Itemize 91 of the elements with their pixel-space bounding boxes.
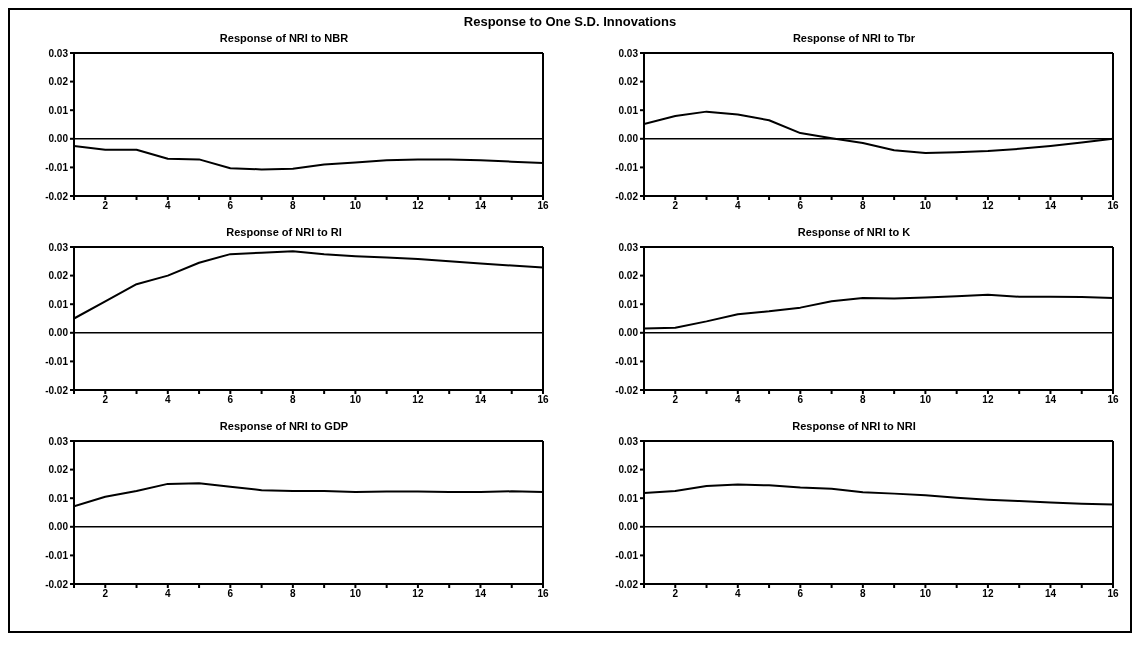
x-tick-label: 6 [797,588,804,600]
y-tick-label: -0.02 [615,578,639,590]
x-tick-label: 12 [982,588,994,600]
y-tick-label: 0.00 [618,521,639,533]
x-tick-label: 12 [982,200,994,212]
chart-title: Response of NRI to NBR [218,32,350,46]
y-tick-label: -0.01 [615,355,639,367]
y-tick-label: -0.02 [45,384,69,396]
x-tick-label: 12 [412,394,424,406]
x-tick-label: 8 [290,588,297,600]
chart-title: Response of NRI to GDP [218,420,350,434]
y-tick-label: 0.00 [48,327,69,339]
x-tick-label: 2 [102,394,109,406]
y-tick-label: 0.02 [48,270,69,282]
x-tick-label: 10 [919,394,932,406]
x-tick-label: 14 [1044,394,1057,406]
y-tick-label: 0.01 [48,492,69,504]
x-tick-label: 6 [797,394,804,406]
x-tick-label: 6 [797,200,804,212]
y-tick-label: 0.02 [48,464,69,476]
y-tick-label: 0.03 [618,435,639,447]
x-tick-label: 4 [165,588,172,600]
x-tick-label: 16 [537,200,549,212]
x-tick-label: 2 [672,394,679,406]
x-tick-label: 2 [102,588,109,600]
y-tick-label: 0.02 [48,76,69,88]
x-tick-label: 14 [1044,588,1057,600]
y-tick-label: -0.02 [45,190,69,202]
y-tick-label: 0.00 [618,133,639,145]
x-tick-label: 2 [102,200,109,212]
y-tick-label: 0.03 [618,241,639,253]
x-tick-label: 8 [860,588,867,600]
x-tick-label: 4 [735,588,742,600]
x-tick-label: 16 [537,588,549,600]
y-tick-label: 0.03 [48,435,69,447]
x-tick-label: 12 [982,394,994,406]
x-tick-label: 8 [860,394,867,406]
y-tick-label: -0.01 [45,161,69,173]
x-tick-label: 16 [1107,394,1119,406]
y-tick-label: -0.01 [615,161,639,173]
x-tick-label: 10 [919,588,932,600]
x-tick-label: 10 [349,394,362,406]
x-tick-label: 14 [1044,200,1057,212]
x-tick-label: 12 [412,588,424,600]
x-tick-label: 4 [735,200,742,212]
y-tick-label: -0.01 [615,549,639,561]
y-tick-label: 0.03 [48,241,69,253]
y-tick-label: 0.01 [48,298,69,310]
chart-title: Response of NRI to K [796,226,912,240]
x-tick-label: 16 [537,394,549,406]
x-tick-label: 8 [290,394,297,406]
x-tick-label: 16 [1107,200,1119,212]
y-tick-label: 0.00 [48,521,69,533]
x-tick-label: 8 [290,200,297,212]
x-tick-label: 14 [474,588,487,600]
x-tick-label: 8 [860,200,867,212]
x-tick-label: 16 [1107,588,1119,600]
y-tick-label: 0.02 [618,464,639,476]
chart-title: Response of NRI to RI [225,226,343,240]
x-tick-label: 12 [412,200,424,212]
y-tick-label: -0.01 [45,355,69,367]
x-tick-label: 6 [227,200,234,212]
y-tick-label: 0.00 [618,327,639,339]
y-tick-label: 0.00 [48,133,69,145]
y-tick-label: -0.02 [45,578,69,590]
x-tick-label: 2 [672,200,679,212]
y-tick-label: -0.01 [45,549,69,561]
x-tick-label: 6 [227,588,234,600]
x-tick-label: 4 [735,394,742,406]
y-tick-label: -0.02 [615,190,639,202]
x-tick-label: 10 [349,200,362,212]
x-tick-label: 14 [474,200,487,212]
y-tick-label: 0.03 [48,47,69,59]
x-tick-label: 4 [165,394,172,406]
y-tick-label: 0.01 [618,492,639,504]
y-tick-label: -0.02 [615,384,639,396]
x-tick-label: 2 [672,588,679,600]
x-tick-label: 10 [349,588,362,600]
y-tick-label: 0.02 [618,270,639,282]
chart-title: Response of NRI to NRI [791,420,917,434]
chart-title: Response of NRI to Tbr [791,32,917,46]
x-tick-label: 6 [227,394,234,406]
y-tick-label: 0.01 [618,104,639,116]
text: Response to One S.D. Innovations [462,14,678,31]
x-tick-label: 4 [165,200,172,212]
y-tick-label: 0.02 [618,76,639,88]
x-tick-label: 14 [474,394,487,406]
x-tick-label: 10 [919,200,932,212]
y-tick-label: 0.01 [48,104,69,116]
y-tick-label: 0.03 [618,47,639,59]
y-tick-label: 0.01 [618,298,639,310]
